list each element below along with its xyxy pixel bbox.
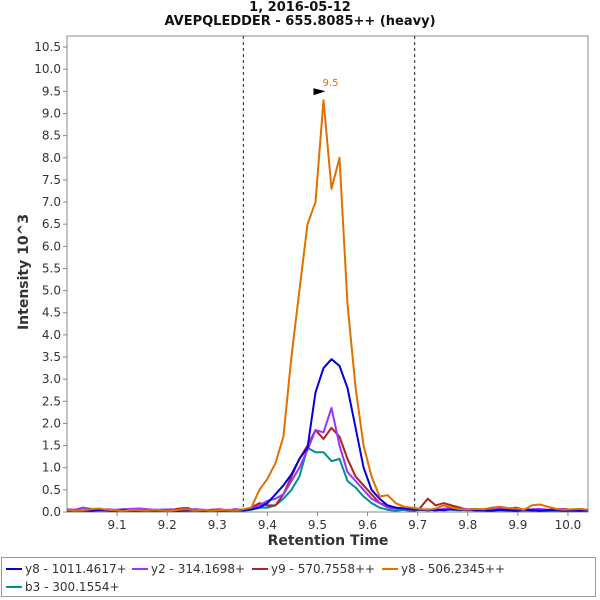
- y-tick-label: 4.0: [42, 328, 61, 342]
- legend: y8 - 1011.4617+ y2 - 314.1698+ y9 - 570.…: [1, 557, 596, 597]
- y-axis-label: Intensity 10^3: [16, 214, 32, 330]
- x-tick-label: 9.9: [508, 518, 527, 532]
- chart-canvas[interactable]: 0.0 0.5 1.0 1.5 2.0 2.5 3.0 3.5 4.0 4.5 5.0 5.5 6.0 6…: [0, 0, 600, 560]
- legend-swatch: [252, 567, 268, 570]
- y-tick-label: 10.0: [34, 62, 61, 76]
- legend-item-3[interactable]: y8 - 506.2345++: [382, 562, 505, 576]
- legend-label: b3 - 300.1554+: [25, 580, 120, 594]
- plot-area: [66, 35, 589, 513]
- peak-marker-icon: [313, 88, 326, 96]
- legend-label: y2 - 314.1698+: [151, 562, 246, 576]
- x-axis: 9.1 9.2 9.3 9.4 9.5 9.6 9.7 9.8 9.9 10.0: [108, 512, 582, 532]
- legend-label: y9 - 570.7558++: [271, 562, 376, 576]
- legend-item-2[interactable]: y9 - 570.7558++: [252, 562, 375, 576]
- chart-title: 1, 2016-05-12: [249, 0, 351, 15]
- legend-item-1[interactable]: y2 - 314.1698+: [132, 562, 245, 576]
- x-tick-label: 9.8: [458, 518, 477, 532]
- y-tick-label: 5.5: [42, 261, 61, 275]
- x-tick-label: 9.4: [258, 518, 277, 532]
- y-tick-label: 7.0: [42, 195, 61, 209]
- x-tick-label: 9.7: [408, 518, 427, 532]
- x-tick-label: 9.3: [208, 518, 227, 532]
- y-axis: 0.0 0.5 1.0 1.5 2.0 2.5 3.0 3.5 4.0 4.5 5.0 5.5 6.0 6…: [34, 40, 67, 519]
- y-tick-label: 7.5: [42, 173, 61, 187]
- x-tick-label: 9.2: [158, 518, 177, 532]
- y-tick-label: 10.5: [34, 40, 61, 54]
- peak-label: 9.5: [323, 78, 339, 89]
- y-tick-label: 8.0: [42, 151, 61, 165]
- chart-subtitle: AVEPQLEDDER - 655.8085++ (heavy): [164, 14, 436, 29]
- legend-swatch: [382, 567, 398, 570]
- legend-item-4[interactable]: b3 - 300.1554+: [6, 580, 120, 594]
- y-tick-label: 0.5: [42, 483, 61, 497]
- y-tick-label: 6.5: [42, 217, 61, 231]
- y-tick-label: 1.5: [42, 439, 61, 453]
- x-axis-label: Retention Time: [268, 533, 389, 549]
- x-tick-label: 10.0: [555, 518, 582, 532]
- legend-swatch: [6, 567, 22, 570]
- x-tick-label: 9.1: [108, 518, 127, 532]
- y-tick-label: 5.0: [42, 284, 61, 298]
- legend-label: y8 - 1011.4617+: [25, 562, 127, 576]
- y-tick-label: 9.0: [42, 106, 61, 120]
- legend-item-0[interactable]: y8 - 1011.4617+: [6, 562, 127, 576]
- series-lines: [66, 99, 589, 513]
- y-tick-label: 2.5: [42, 394, 61, 408]
- y-tick-label: 4.5: [42, 306, 61, 320]
- y-tick-label: 1.0: [42, 461, 61, 475]
- y-tick-label: 8.5: [42, 129, 61, 143]
- legend-label: y8 - 506.2345++: [401, 562, 506, 576]
- x-tick-label: 9.6: [358, 518, 377, 532]
- series-line-3[interactable]: [66, 99, 589, 512]
- legend-swatch: [132, 567, 148, 570]
- y-tick-label: 2.0: [42, 416, 61, 430]
- y-tick-label: 3.0: [42, 372, 61, 386]
- integration-bounds: [242, 36, 416, 512]
- legend-swatch: [6, 585, 22, 588]
- y-tick-label: 9.5: [42, 84, 61, 98]
- y-tick-label: 3.5: [42, 350, 61, 364]
- y-tick-label: 6.0: [42, 239, 61, 253]
- y-tick-label: 0.0: [42, 505, 61, 519]
- x-tick-label: 9.5: [308, 518, 327, 532]
- peak-annotation-group: 9.5: [313, 78, 339, 96]
